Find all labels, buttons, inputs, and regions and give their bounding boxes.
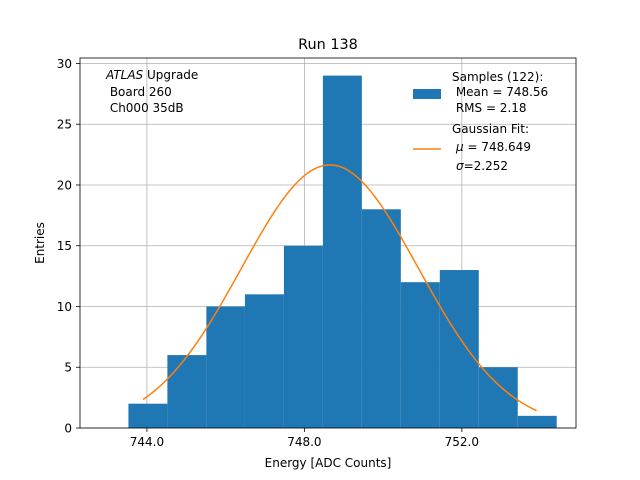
legend-samples-swatch [413, 89, 441, 99]
legend-sigma-value: =2.252 [464, 159, 508, 173]
histogram-bar [206, 306, 245, 428]
x-axis-label: Energy [ADC Counts] [265, 456, 392, 470]
histogram-bar [361, 209, 401, 428]
annotation-line-2: Board 260 [106, 85, 172, 99]
x-axis-ticks: 744.0 748.0 752.0 [130, 428, 479, 449]
histogram-bar [322, 75, 362, 428]
y-tick-label: 25 [57, 118, 72, 132]
plot-frame [79, 57, 577, 429]
y-tick-label: 0 [64, 422, 72, 436]
y-axis-label: Entries [33, 222, 47, 264]
histogram-bar [244, 294, 284, 428]
histogram-bar [167, 355, 207, 428]
y-tick-label: 5 [64, 361, 72, 375]
histogram-bar [283, 245, 323, 428]
y-tick-label: 15 [57, 239, 72, 253]
legend-fit-mu: μ = 748.649 [455, 140, 531, 154]
annotation-line-1: ATLAS Upgrade [105, 68, 198, 82]
legend-fit-line-1: Gaussian Fit: [452, 122, 529, 136]
histogram-bars [128, 75, 557, 428]
x-tick-label: 748.0 [287, 435, 321, 449]
x-tick-label: 744.0 [130, 435, 164, 449]
histogram-bar [478, 367, 518, 428]
legend-fit-sigma: σ=2.252 [456, 159, 508, 173]
histogram-bar [128, 403, 168, 428]
y-tick-label: 10 [57, 300, 72, 314]
legend-sigma-symbol: σ [456, 159, 464, 173]
y-axis-ticks: 0 5 10 15 20 25 30 [57, 57, 80, 436]
y-tick-label: 30 [57, 57, 72, 71]
annotation-line-3: Ch000 35dB [106, 101, 184, 115]
legend-mu-symbol: μ [455, 140, 464, 154]
chart-title: Run 138 [298, 37, 358, 53]
y-tick-label: 20 [57, 178, 72, 192]
legend-samples-line-1: Samples (122): [452, 70, 543, 84]
legend-mu-value: = 748.649 [464, 140, 531, 154]
legend-samples-line-2: Mean = 748.56 [452, 85, 548, 99]
histogram-bar [517, 415, 557, 428]
histogram-bar [439, 270, 479, 428]
histogram-bar [400, 282, 440, 428]
gaussian-fit-curve [142, 164, 537, 412]
legend-samples-line-3: RMS = 2.18 [452, 101, 527, 115]
legend: Samples (122): Mean = 748.56 RMS = 2.18 … [413, 70, 548, 173]
atlas-annotation: ATLAS Upgrade Board 260 Ch000 35dB [105, 68, 198, 115]
annotation-upgrade: Upgrade [143, 68, 198, 82]
annotation-atlas: ATLAS [105, 68, 144, 82]
x-tick-label: 752.0 [445, 435, 479, 449]
